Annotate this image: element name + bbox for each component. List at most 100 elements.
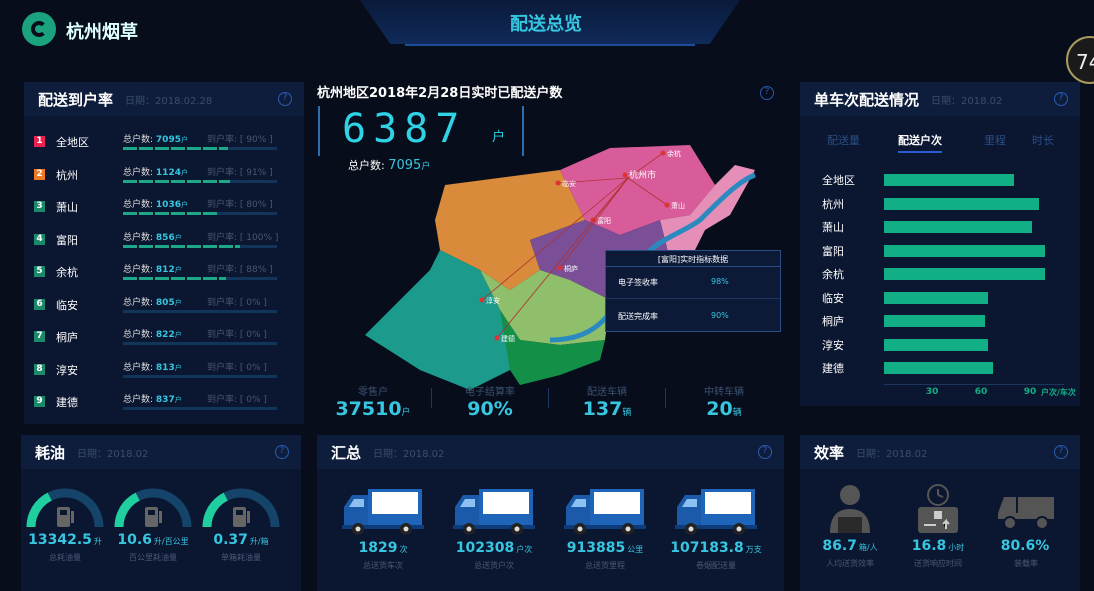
gauge-fill	[114, 488, 154, 528]
rate-label: 到户率:	[207, 167, 238, 178]
rate-row[interactable]: 9 建德 总户数: 837户 到户率: [ 0% ]	[34, 392, 294, 422]
bar-label: 余杭	[822, 268, 844, 281]
panel-title: 汇总	[331, 443, 362, 462]
counter-box: 6387 户	[318, 106, 524, 156]
rate-bar	[123, 147, 277, 150]
rank-badge: 3	[34, 201, 45, 212]
map-region-lingan[interactable]	[435, 170, 585, 290]
badge-circle[interactable]: 74	[1066, 36, 1094, 84]
rate-bar-fill	[123, 179, 230, 183]
bar[interactable]	[884, 174, 1015, 186]
rate-row[interactable]: 3 萧山 总户数: 1036户 到户率: [ 80% ]	[34, 197, 294, 227]
map-region-chunan[interactable]	[365, 250, 520, 390]
summary-value: 913885	[566, 540, 626, 556]
help-icon[interactable]: ?	[278, 92, 292, 106]
map-region-tonglu[interactable]	[480, 270, 610, 345]
efficiency-unit: 箱/人	[858, 543, 878, 552]
tab-3[interactable]: 时长	[1032, 134, 1054, 147]
total-label: 总户数:	[123, 167, 154, 178]
total-label: 总户数:	[123, 395, 154, 405]
rate-info: 到户率: [ 91% ]	[207, 167, 273, 178]
efficiency-item: 80.6% 装载率	[966, 483, 1086, 569]
page-title: 配送总览	[510, 14, 582, 35]
help-icon[interactable]: ?	[275, 445, 289, 459]
gauge	[202, 488, 280, 528]
stat-label: 零售户	[358, 387, 388, 398]
rate-info: 到户率: [ 100% ]	[207, 232, 279, 243]
map-region-jiande[interactable]	[500, 310, 605, 385]
rate-row[interactable]: 1 全地区 总户数: 7095户 到户率: [ 90% ]	[34, 132, 294, 162]
map-marker[interactable]	[555, 180, 561, 186]
rank-badge: 5	[34, 266, 45, 277]
efficiency-value: 80.6%	[1000, 538, 1050, 554]
region-name: 建德	[56, 396, 78, 409]
bar[interactable]	[884, 315, 986, 327]
rate-value: 0%	[246, 297, 261, 308]
efficiency-label: 送货响应时间	[914, 559, 962, 568]
bar[interactable]	[884, 338, 989, 351]
route-line	[557, 177, 629, 184]
bar-label: 建德	[822, 362, 844, 375]
rate-row[interactable]: 7 桐庐 总户数: 822户 到户率: [ 0% ]	[34, 327, 294, 357]
panel-date: 日期：2018.02	[77, 448, 149, 460]
bar[interactable]	[884, 244, 1046, 257]
map-marker[interactable]	[557, 265, 563, 271]
bar[interactable]	[884, 362, 994, 374]
rate-row[interactable]: 5 余杭 总户数: 812户 到户率: [ 88% ]	[34, 262, 294, 292]
stat-unit: 辆	[622, 408, 632, 418]
total-value: 822	[155, 330, 175, 340]
tab-0[interactable]: 配送量	[827, 134, 860, 147]
rate-value: 0%	[246, 395, 261, 405]
bar-label: 淳安	[822, 338, 844, 352]
rate-value: 80%	[246, 200, 267, 210]
map-marker[interactable]	[622, 172, 628, 178]
rate-info: 到户率: [ 0% ]	[207, 297, 267, 308]
rate-row[interactable]: 8 淳安 总户数: 813户 到户率: [ 0% ]	[34, 360, 294, 390]
bar[interactable]	[884, 268, 1046, 280]
bar[interactable]	[884, 197, 1039, 210]
rate-row[interactable]: 6 临安 总户数: 805户 到户率: [ 0% ]	[34, 295, 294, 325]
map-marker[interactable]	[664, 202, 670, 208]
map-marker[interactable]	[479, 297, 485, 303]
stat-label: 中转车辆	[704, 387, 744, 398]
tab-1[interactable]: 配送户次	[898, 132, 942, 153]
map-marker[interactable]	[660, 150, 666, 156]
help-icon[interactable]: ?	[758, 445, 772, 459]
panel-title: 单车次配送情况	[814, 90, 920, 109]
summary-item: 1829 次 总送货车次	[323, 485, 443, 571]
tab-2[interactable]: 里程	[984, 134, 1006, 147]
help-icon[interactable]: ?	[1054, 92, 1068, 106]
fuel-unit: 升/百公里	[153, 537, 189, 546]
help-icon[interactable]: ?	[760, 86, 774, 100]
rate-bar	[123, 374, 277, 378]
total-label: 总户数:	[123, 232, 154, 243]
total-info: 总户数: 856户	[123, 230, 182, 243]
fuel-item: 10.6 升/百公里 百公里耗油量	[93, 485, 213, 563]
total-value: 812	[155, 265, 175, 275]
fuel-value: 10.6	[117, 532, 152, 548]
total-households: 总户数: 7095户	[348, 157, 430, 173]
map-marker[interactable]	[494, 335, 500, 341]
total-label: 总户数:	[123, 330, 154, 340]
help-icon[interactable]: ?	[1054, 445, 1068, 459]
route-line	[627, 152, 664, 179]
bar[interactable]	[884, 291, 989, 304]
panel-title: 耗油	[35, 443, 66, 462]
total-value: 805	[155, 297, 175, 308]
rank-badge: 6	[34, 298, 45, 310]
person-package-icon	[830, 485, 870, 533]
rate-label: 到户率:	[207, 135, 238, 145]
summary-label: 总送货户次	[474, 561, 514, 570]
rate-row[interactable]: 4 富阳 总户数: 856户 到户率: [ 100% ]	[34, 230, 294, 260]
panel-title: 效率	[814, 443, 845, 462]
summary-item: 107183.8 万支 卷烟配送量	[656, 485, 776, 571]
unit: 户	[180, 201, 188, 209]
rate-row[interactable]: 2 杭州 总户数: 1124户 到户率: [ 91% ]	[34, 165, 294, 195]
rate-bar-fill	[123, 244, 241, 248]
center-title: 杭州地区2018年2月28日实时已配送户数	[317, 86, 563, 101]
fuel-unit: 升	[93, 537, 102, 546]
summary-label: 卷烟配送量	[696, 561, 736, 570]
bar[interactable]	[884, 221, 1033, 233]
total-value: 837	[155, 395, 175, 405]
